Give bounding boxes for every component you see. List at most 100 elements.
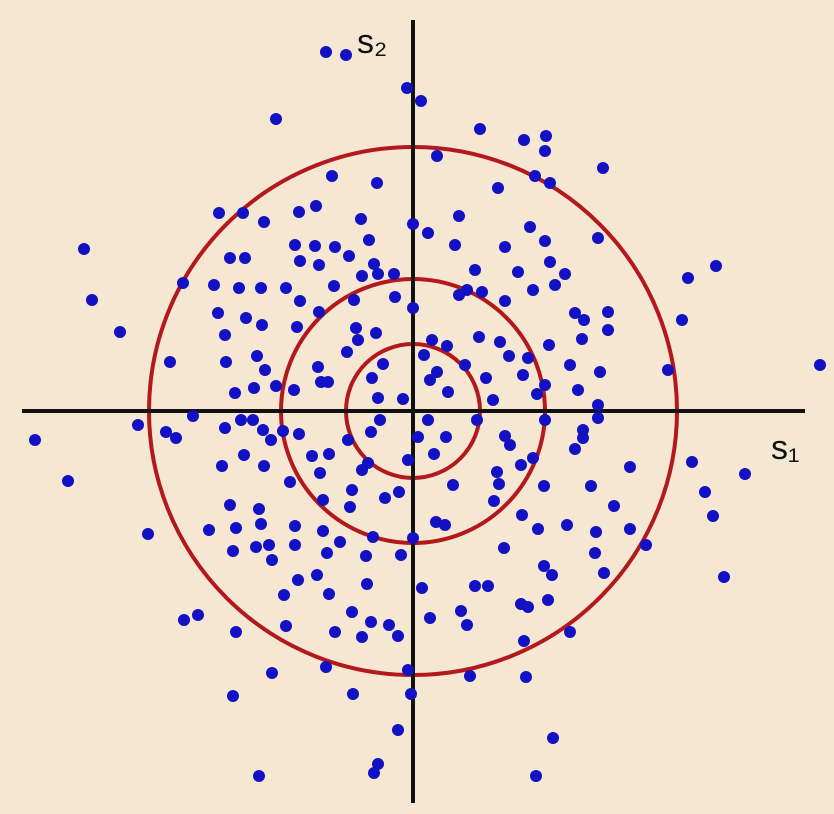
point: [461, 284, 473, 296]
point: [292, 574, 304, 586]
point: [322, 376, 334, 388]
point: [219, 329, 231, 341]
point: [392, 724, 404, 736]
point: [520, 671, 532, 683]
point: [594, 366, 606, 378]
point: [372, 392, 384, 404]
point: [257, 424, 269, 436]
point: [346, 606, 358, 618]
point: [62, 475, 74, 487]
point: [532, 523, 544, 535]
point: [356, 631, 368, 643]
point: [572, 384, 584, 396]
point: [392, 630, 404, 642]
point: [291, 321, 303, 333]
point: [422, 414, 434, 426]
point: [699, 486, 711, 498]
point: [348, 294, 360, 306]
point: [142, 528, 154, 540]
point: [334, 536, 346, 548]
point: [321, 547, 333, 559]
point: [710, 260, 722, 272]
point: [538, 560, 550, 572]
point: [270, 113, 282, 125]
point: [220, 356, 232, 368]
point: [424, 374, 436, 386]
point: [549, 279, 561, 291]
point: [383, 619, 395, 631]
point: [78, 243, 90, 255]
point: [585, 480, 597, 492]
point: [459, 359, 471, 371]
point: [253, 503, 265, 515]
point: [402, 664, 414, 676]
point: [415, 95, 427, 107]
point: [488, 495, 500, 507]
point: [540, 130, 552, 142]
point: [372, 268, 384, 280]
point: [471, 414, 483, 426]
point: [518, 635, 530, 647]
point: [280, 282, 292, 294]
point: [524, 221, 536, 233]
point: [395, 549, 407, 561]
point: [474, 123, 486, 135]
point: [440, 431, 452, 443]
point: [527, 284, 539, 296]
point: [329, 241, 341, 253]
point: [407, 218, 419, 230]
point: [476, 286, 488, 298]
point: [253, 770, 265, 782]
point: [539, 414, 551, 426]
point: [256, 319, 268, 331]
x-axis-label: s₁: [771, 429, 799, 467]
point: [608, 500, 620, 512]
point: [431, 150, 443, 162]
point: [480, 372, 492, 384]
point: [239, 252, 251, 264]
point: [350, 322, 362, 334]
point: [564, 626, 576, 638]
point: [442, 386, 454, 398]
point: [544, 177, 556, 189]
point: [491, 466, 503, 478]
point: [422, 227, 434, 239]
point: [578, 314, 590, 326]
point: [598, 567, 610, 579]
point: [317, 494, 329, 506]
point: [259, 364, 271, 376]
point: [431, 366, 443, 378]
point: [449, 239, 461, 251]
point: [314, 467, 326, 479]
point: [343, 250, 355, 262]
point: [676, 314, 688, 326]
point: [546, 569, 558, 581]
point: [686, 456, 698, 468]
point: [250, 541, 262, 553]
point: [389, 291, 401, 303]
point: [312, 361, 324, 373]
point: [407, 302, 419, 314]
point: [212, 307, 224, 319]
point: [230, 522, 242, 534]
point: [278, 589, 290, 601]
point: [569, 443, 581, 455]
point: [366, 372, 378, 384]
point: [368, 767, 380, 779]
point: [493, 478, 505, 490]
point: [346, 484, 358, 496]
point: [263, 539, 275, 551]
point: [355, 213, 367, 225]
point: [377, 358, 389, 370]
point: [718, 571, 730, 583]
point: [487, 394, 499, 406]
point: [208, 279, 220, 291]
point: [564, 359, 576, 371]
point: [542, 594, 554, 606]
point: [310, 200, 322, 212]
point: [187, 410, 199, 422]
point: [342, 434, 354, 446]
point: [326, 170, 338, 182]
point: [517, 369, 529, 381]
